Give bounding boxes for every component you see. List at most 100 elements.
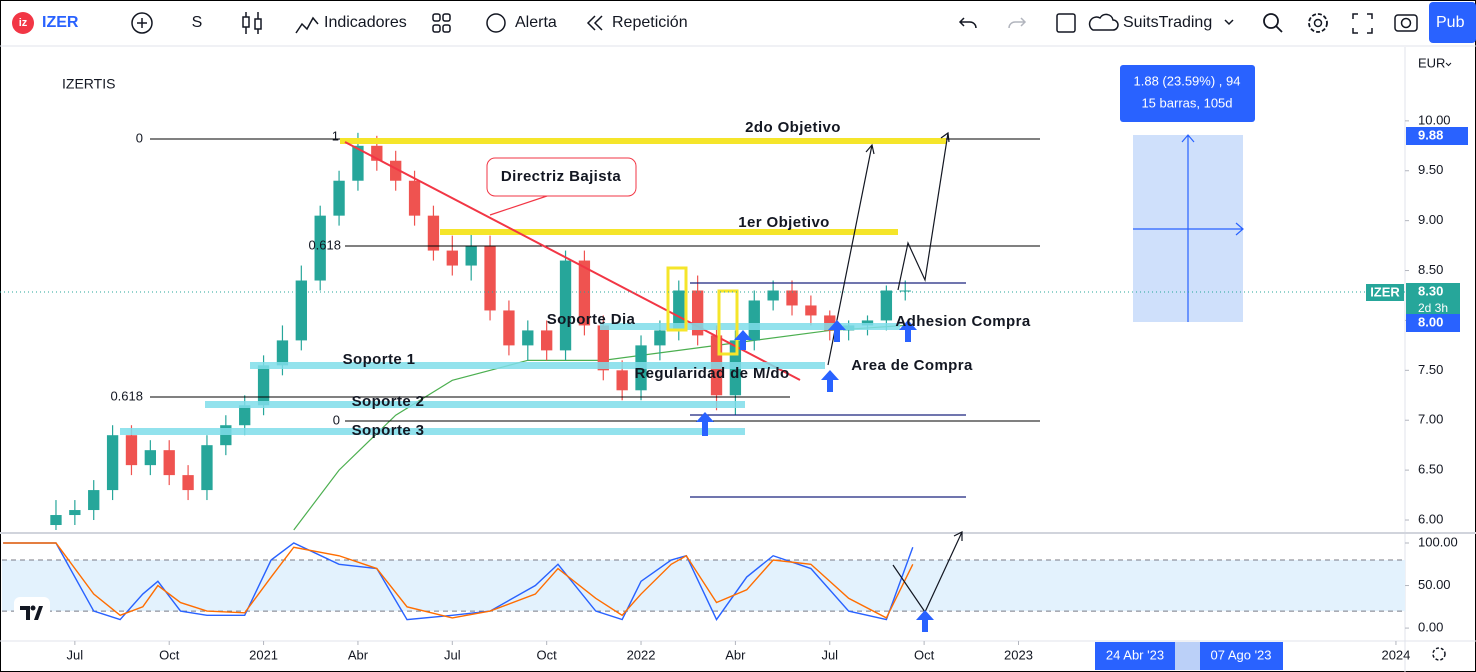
publish-button[interactable] [1429, 2, 1476, 43]
annotation: Soporte Dia [547, 311, 636, 328]
candle-body [408, 180, 421, 216]
candle-body [201, 445, 213, 491]
publish: Pub [1436, 14, 1465, 31]
x-tick-label: Jul [821, 647, 838, 662]
band-fill [2, 560, 1405, 612]
alert-icon [486, 13, 506, 33]
x-tick-label: Abr [725, 647, 746, 662]
time-tag [1200, 642, 1283, 670]
symbol[interactable]: IZER [42, 14, 79, 31]
indicators[interactable]: Indicadores [324, 14, 407, 31]
snapshot-lens [1400, 17, 1412, 29]
annotation: Area de Compra [851, 357, 973, 374]
x-tick-label: 2024 [1381, 647, 1410, 662]
layout[interactable] [1056, 13, 1076, 33]
candle-body [786, 290, 798, 306]
candle-body [50, 515, 62, 526]
y-tick-label: 10.00 [1418, 112, 1451, 127]
candle-body [276, 340, 289, 366]
price-tag-text: 9.88 [1418, 127, 1443, 142]
candle-body [257, 365, 270, 406]
y-tick-label: 100.00 [1418, 534, 1458, 549]
candle-body [861, 320, 874, 326]
last-price: 8.30 [1418, 283, 1443, 298]
x-tick-label: Oct [159, 647, 180, 662]
candle-body [371, 145, 383, 161]
toolbar: iz IZER S Indicadores Alerta Repetición … [0, 2, 1476, 47]
replay-icon [586, 15, 603, 31]
currency-menu [1445, 62, 1452, 67]
annotation: Soporte 1 [343, 351, 416, 368]
chart-type-body [254, 18, 262, 30]
redo[interactable] [1008, 17, 1027, 29]
add-icon [137, 18, 147, 28]
add-symbol[interactable] [131, 12, 153, 34]
symbol-tag-text: IZER [1370, 284, 1400, 299]
price-tag-text: 8.00 [1418, 314, 1443, 329]
settings[interactable] [1308, 13, 1328, 33]
y-tick-label: 7.00 [1418, 412, 1443, 427]
y-tick-label: 6.00 [1418, 511, 1443, 526]
currency[interactable]: EUR [1418, 55, 1445, 70]
candle-body [522, 330, 534, 346]
candle-body [427, 215, 440, 251]
candle-body [767, 290, 779, 301]
account-menu[interactable] [1224, 19, 1234, 26]
tv-logo [14, 597, 50, 627]
candle-body [691, 290, 704, 336]
candle-body [239, 405, 251, 426]
search[interactable] [1263, 13, 1279, 29]
candle-body [541, 330, 553, 351]
symbol-tag [1366, 284, 1404, 301]
annotation: Soporte 3 [352, 422, 425, 439]
chart-type-body [242, 16, 250, 28]
y-tick-label: 9.00 [1418, 212, 1443, 227]
y-tick-label: 6.50 [1418, 462, 1443, 477]
candle-body [446, 250, 458, 266]
alert[interactable]: Alerta [515, 14, 557, 31]
candle-body [88, 490, 100, 511]
candle-body [352, 145, 364, 181]
highlight-boxes [666, 266, 739, 356]
fib-label: 0.618 [308, 237, 341, 252]
candle-body [144, 450, 157, 466]
time-tag-text: 07 Ago '23 [1210, 647, 1271, 662]
moving-average [293, 324, 906, 531]
candle-body [824, 315, 836, 331]
search-handle [1275, 25, 1283, 33]
range-lines [690, 282, 966, 498]
candle-body [484, 245, 496, 311]
candle-body [899, 290, 911, 292]
replay[interactable]: Repetición [612, 14, 688, 31]
logo-text: iz [19, 17, 28, 29]
trend-line [344, 141, 801, 381]
candle-body [559, 260, 572, 351]
annotation-texts: 2do Objetivo 1er Objetivo Directriz Baji… [110, 119, 1030, 439]
account[interactable]: SuitsTrading [1123, 14, 1212, 31]
price-tag [1406, 314, 1460, 332]
oscillator-line [3, 542, 914, 621]
y-tick-label: 9.50 [1418, 162, 1443, 177]
candle-body [295, 280, 307, 341]
candle-body [880, 290, 893, 321]
measure-box [1120, 65, 1255, 122]
axis-settings[interactable] [1432, 647, 1446, 661]
annotation: 1er Objetivo [738, 214, 830, 231]
interval[interactable]: S [192, 14, 203, 31]
fib-label: 1 [332, 128, 339, 143]
indicators-icon [295, 16, 319, 34]
chart-title: IZERTIS [62, 76, 115, 92]
fib-label: 0.618 [110, 388, 143, 403]
candle-body [465, 245, 477, 266]
symbol-logo[interactable] [12, 12, 34, 34]
templates[interactable] [432, 13, 451, 33]
candle-body [333, 180, 345, 216]
fullscreen[interactable] [1352, 13, 1373, 34]
undo[interactable] [958, 17, 977, 29]
candle-body [69, 510, 81, 516]
candle-body [182, 475, 194, 491]
time-tag-text: 24 Abr '23 [1106, 647, 1164, 662]
candle-body [654, 330, 666, 346]
fib-label: 0 [136, 130, 143, 145]
snapshot[interactable] [1394, 14, 1418, 32]
